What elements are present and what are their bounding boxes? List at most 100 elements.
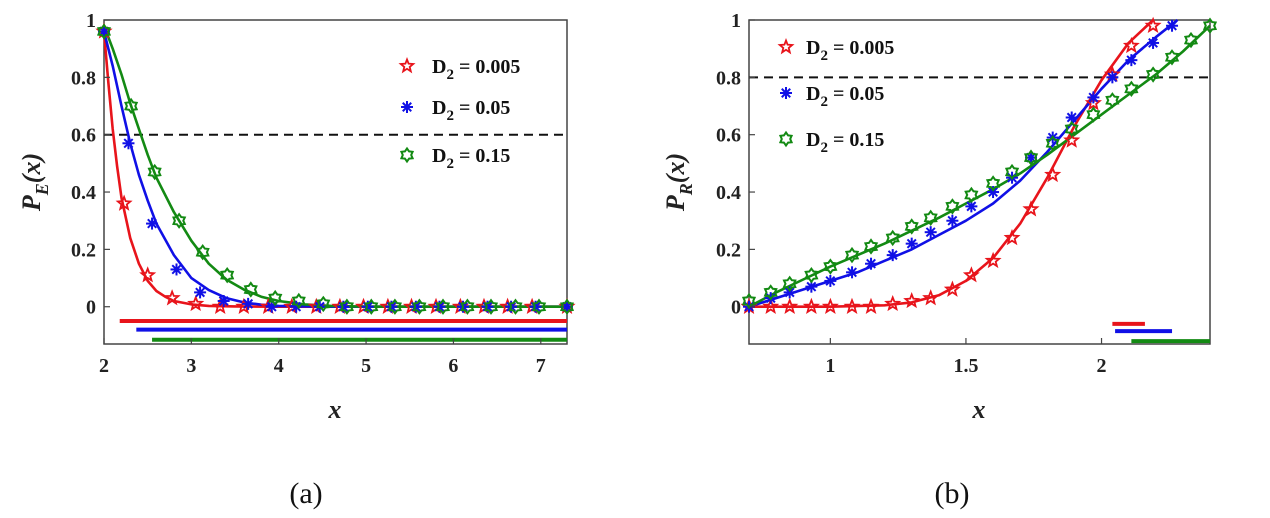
y-tick-label: 0 [731,297,741,319]
legend-marker-star [777,37,795,55]
panel-b-ylabel-sub: R [676,183,696,196]
sim-marker-series-3 [291,292,306,310]
legend-label-subscript: 2 [446,156,454,172]
sim-marker-series-3 [1164,49,1180,66]
y-tick-label: 0.4 [71,182,96,204]
svg-text:D2 = 0.05: D2 = 0.05 [432,97,510,124]
sim-marker-series-3 [220,267,235,284]
y-tick-label: 0.2 [71,239,96,261]
x-tick-label: 4 [274,355,284,377]
panel-b-legend-item-3: D2 = 0.15 [778,129,884,156]
panel-a-legend-marker-3 [399,146,415,164]
y-tick-label: 0.8 [71,67,96,89]
panel-b-legend-item-2: D2 = 0.05 [780,83,884,110]
sim-marker-series-1 [139,266,157,283]
sim-marker-series-3 [904,218,919,235]
svg-text:D2 = 0.05: D2 = 0.05 [806,83,884,110]
sim-marker-series-3 [964,186,979,204]
legend-label-value: 0.15 [475,145,510,167]
y-tick-label: 0.6 [716,125,741,147]
x-tick-label: 1.5 [953,355,978,377]
svg-text:D2 = 0.15: D2 = 0.15 [432,145,510,172]
legend-marker-star [398,56,416,74]
sim-marker-series-1 [762,297,780,315]
panel-a-x-axis-label: x [328,395,342,424]
sim-marker-series-3 [945,198,960,215]
sim-marker-series-3 [559,298,575,315]
sim-marker-series-2 [1166,19,1179,32]
x-tick-label: 2 [99,355,109,377]
svg-text:D2 = 0.005: D2 = 0.005 [432,56,520,83]
sim-marker-series-2 [987,186,1000,199]
legend-label-value: 0.05 [475,97,510,119]
sim-marker-series-2 [886,249,899,262]
sim-marker-series-1 [903,292,921,309]
sim-marker-series-3 [863,238,879,255]
x-tick-label: 5 [361,355,371,377]
sim-marker-series-1 [984,251,1002,269]
panel-a-sim-markers [95,22,576,315]
panel-a-legend-marker-2 [401,101,413,113]
x-tick-label: 3 [186,355,196,377]
legend-label-equals: = [828,83,849,105]
svg-text:PE(x): PE(x) [17,153,52,212]
sim-marker-series-3 [1145,66,1161,83]
legend-label-prefix: D [432,97,446,119]
sim-marker-series-2 [194,286,207,299]
legend-label-prefix: D [806,37,820,59]
legend-label-value: 0.005 [475,56,520,78]
sim-marker-series-3 [1023,149,1039,166]
sim-marker-series-1 [1063,131,1081,148]
legend-label-value: 0.05 [849,83,884,105]
sim-marker-series-3 [364,298,379,315]
sim-marker-series-3 [923,209,938,226]
sim-marker-series-1 [943,280,962,297]
sim-marker-series-3 [763,284,778,301]
sim-marker-series-1 [211,297,229,315]
panel-b-plot-box [748,19,1211,345]
legend-marker-hexagram [778,130,794,148]
svg-text:D2 = 0.15: D2 = 0.15 [806,129,884,156]
legend-label-prefix: D [806,83,820,105]
legend-label-subscript: 2 [446,67,454,83]
y-tick-label: 0 [86,297,96,319]
panel-b-legend: D2 = 0.005 D2 = 0.05 D2 = 0.15 [777,37,894,156]
sim-marker-series-3 [412,298,427,315]
sim-marker-series-3 [885,229,900,247]
panel-a-ylabel-arg: (x) [17,153,46,183]
sim-marker-series-3 [96,23,112,40]
sim-marker-series-3 [1124,80,1139,97]
sim-marker-series-3 [243,281,258,298]
panel-a-y-axis-label: PE(x) [17,153,52,212]
panel-b-legend-item-1: D2 = 0.005 [777,37,894,64]
sim-marker-series-3 [339,298,354,315]
panel-a-ylabel-sub: E [32,183,52,196]
sim-marker-series-1 [163,289,181,306]
sim-marker-series-1 [115,194,133,211]
x-tick-label: 6 [448,355,458,377]
sim-marker-series-3 [147,163,162,181]
sim-marker-series-3 [483,298,499,315]
panel-b-y-axis-label: PR(x) [661,153,696,212]
sim-marker-series-3 [387,298,402,315]
sim-marker-series-3 [124,97,139,115]
panel-b-y-ticks: 0 0.2 0.4 0.6 0.8 1 [716,10,755,319]
sim-marker-series-3 [316,295,331,313]
sim-marker-series-2 [905,237,918,250]
sim-marker-series-3 [508,298,523,315]
legend-label-subscript: 2 [820,48,828,64]
sim-marker-series-1 [187,294,205,312]
sim-marker-series-1 [922,289,940,306]
y-tick-label: 1 [731,10,741,32]
panel-b-range-bars [1112,321,1210,344]
panel-b-x-axis-label: x [972,395,986,424]
legend-label-prefix: D [432,145,446,167]
panel-a-plot-box [103,19,568,345]
legend-label-value: 0.005 [849,37,894,59]
sim-marker-series-3 [1086,106,1101,123]
panel-a-x-ticks: 2 3 4 5 6 7 [99,338,546,377]
sim-marker-series-1 [1022,200,1040,217]
sim-marker-series-1 [862,297,880,315]
y-tick-label: 0.8 [716,67,741,89]
sim-marker-series-2 [824,274,837,287]
